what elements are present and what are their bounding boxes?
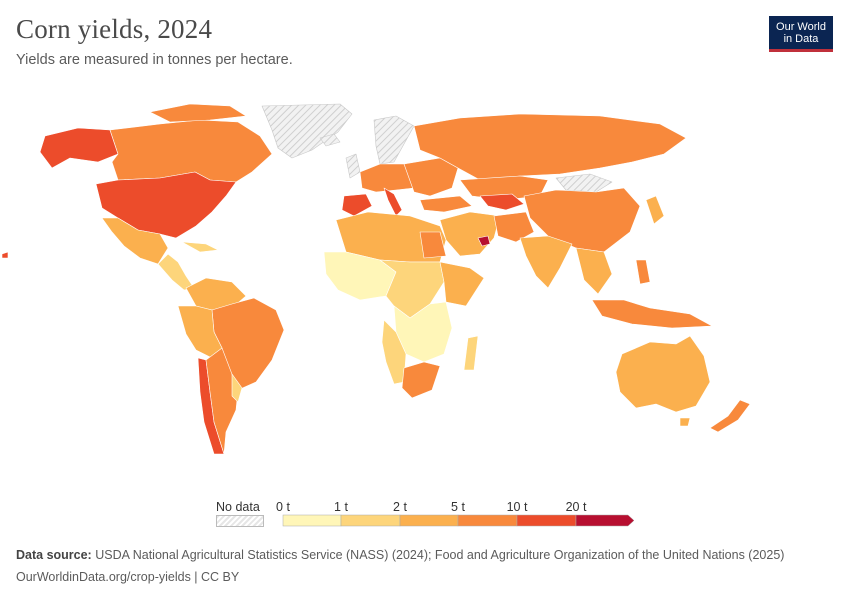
legend-bin-1[interactable]: [340, 514, 401, 527]
legend-scale: [282, 514, 635, 527]
legend-tick-3: 5 t: [451, 500, 465, 514]
data-source-label: Data source:: [16, 548, 92, 562]
footer-url[interactable]: OurWorldinData.org/crop-yields | CC BY: [16, 570, 240, 584]
region-australia[interactable]: [615, 335, 711, 413]
legend-tick-4: 10 t: [506, 500, 528, 514]
legend-bin-5[interactable]: [575, 514, 635, 527]
data-source-text[interactable]: USDA National Agricultural Statistics Se…: [95, 548, 785, 562]
region-philippines[interactable]: [635, 259, 651, 285]
region-new-zealand[interactable]: [709, 399, 751, 433]
logo-line-1: Our World: [776, 21, 826, 33]
region-alaska[interactable]: [39, 127, 119, 169]
region-caribbean[interactable]: [181, 241, 219, 253]
region-china[interactable]: [523, 187, 641, 253]
legend-tick-1: 1 t: [334, 500, 348, 514]
region-hawaii[interactable]: [1, 251, 9, 259]
region-arctic-islands[interactable]: [149, 103, 247, 123]
region-japan-korea[interactable]: [645, 195, 665, 225]
chart-title: Corn yields, 2024: [16, 14, 213, 44]
region-italy[interactable]: [383, 187, 403, 217]
region-madagascar[interactable]: [463, 335, 479, 371]
region-indonesia[interactable]: [591, 299, 713, 329]
region-russia[interactable]: [413, 113, 687, 181]
region-iceland[interactable]: [319, 133, 341, 147]
legend-bin-4[interactable]: [516, 514, 577, 527]
legend-tick-2: 2 t: [393, 500, 407, 514]
region-scandinavia[interactable]: [373, 115, 415, 165]
region-horn-of-africa[interactable]: [439, 261, 485, 307]
region-southeast-asia[interactable]: [575, 247, 613, 295]
region-mongolia[interactable]: [555, 173, 613, 193]
region-egypt[interactable]: [419, 231, 447, 259]
legend-bin-3[interactable]: [457, 514, 518, 527]
region-iran-pakistan[interactable]: [493, 211, 535, 243]
region-india[interactable]: [519, 235, 573, 289]
region-uae[interactable]: [477, 235, 491, 247]
region-mexico[interactable]: [101, 217, 169, 265]
chart-subtitle: Yields are measured in tonnes per hectar…: [16, 52, 293, 68]
legend-tick-5: 20 t: [565, 500, 587, 514]
region-central-asia[interactable]: [479, 193, 525, 211]
region-tasmania[interactable]: [679, 417, 691, 427]
map-legend: No data 0 t 1 t 2 t 5 t 10 t 20 t: [0, 496, 850, 536]
logo-line-2: in Data: [783, 33, 819, 45]
legend-tick-0: 0 t: [276, 500, 290, 514]
owid-logo[interactable]: Our World in Data: [769, 16, 833, 52]
region-uk[interactable]: [345, 153, 361, 179]
legend-no-data-label: No data: [216, 500, 260, 514]
region-turkey[interactable]: [419, 195, 473, 213]
data-source: Data source: USDA National Agricultural …: [16, 548, 784, 562]
world-map[interactable]: [0, 92, 850, 462]
region-paraguay-uruguay[interactable]: [231, 373, 243, 403]
region-south-africa[interactable]: [401, 361, 441, 399]
legend-no-data-swatch[interactable]: [216, 515, 264, 527]
region-middle-east[interactable]: [439, 211, 501, 257]
region-southwest-africa[interactable]: [381, 319, 407, 385]
region-spain[interactable]: [341, 193, 373, 217]
legend-bin-0[interactable]: [282, 514, 342, 527]
legend-bin-2[interactable]: [399, 514, 459, 527]
region-greenland[interactable]: [261, 103, 353, 159]
region-central-america[interactable]: [157, 253, 195, 291]
region-argentina[interactable]: [205, 347, 239, 455]
